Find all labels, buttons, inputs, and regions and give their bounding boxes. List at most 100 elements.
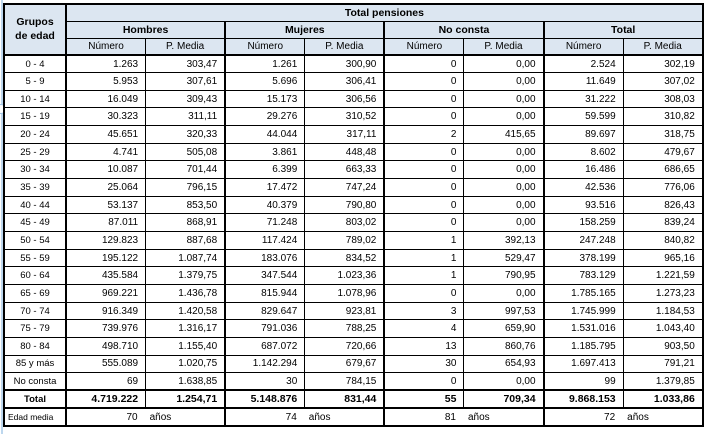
cell: 302,19 bbox=[622, 54, 704, 74]
row-label: No consta bbox=[3, 372, 67, 391]
table-row: 55 - 59 195.122 1.087,74 183.076 834,52 1 529… bbox=[3, 248, 704, 268]
cell: 0 bbox=[383, 284, 465, 303]
table-row: 5 - 9 5.953 307,61 5.696 306,41 0 0,00 11.649 3… bbox=[3, 72, 704, 91]
table-body: 0 - 4 1.263 303,47 1.261 300,90 0 0,00 2.524 30… bbox=[3, 54, 704, 427]
cell: 834,52 bbox=[304, 248, 385, 268]
cell: 392,13 bbox=[463, 231, 545, 250]
row-label: 15 - 19 bbox=[3, 107, 67, 127]
cell: 1.316,17 bbox=[145, 319, 226, 338]
cell: 783.129 bbox=[542, 266, 624, 286]
cell: 4 bbox=[383, 319, 465, 338]
cell: 5.148.876 bbox=[224, 389, 306, 410]
cell: 868,91 bbox=[145, 213, 226, 233]
cell: 853,50 bbox=[145, 195, 226, 215]
row-label: 85 y más bbox=[3, 354, 67, 374]
cell: 555.089 bbox=[65, 354, 147, 374]
cell: 784,15 bbox=[304, 372, 385, 391]
cell: 720,66 bbox=[304, 337, 385, 356]
edad-media-unit: años bbox=[308, 411, 331, 423]
cell: 0,00 bbox=[463, 160, 545, 180]
edad-media-unit: años bbox=[627, 411, 649, 423]
cell: 0 bbox=[383, 213, 465, 233]
cell: 0,00 bbox=[463, 284, 545, 303]
cell: 183.076 bbox=[224, 248, 306, 268]
row-label: 60 - 64 bbox=[3, 266, 67, 286]
cell: 1.221,59 bbox=[622, 266, 704, 286]
cell: 30 bbox=[383, 354, 465, 374]
cell: 6.399 bbox=[224, 160, 306, 180]
cell: 788,25 bbox=[304, 319, 385, 338]
row-label: 50 - 54 bbox=[3, 231, 67, 250]
table-row: 20 - 24 45.651 320,33 44.044 317,11 2 415,65 8… bbox=[3, 125, 704, 144]
cell: 903,50 bbox=[622, 337, 704, 356]
cell: 1 bbox=[383, 231, 465, 250]
row-label: 35 - 39 bbox=[3, 178, 67, 197]
cell: 0,00 bbox=[463, 213, 545, 233]
cell: 306,41 bbox=[304, 72, 385, 91]
cell: 840,82 bbox=[622, 231, 704, 250]
group-header-no-consta: No consta bbox=[383, 20, 545, 39]
subheader-pmedia: P. Media bbox=[463, 37, 545, 56]
cell: 11.649 bbox=[542, 72, 624, 91]
cell: 311,11 bbox=[145, 107, 226, 127]
subheader-pmedia: P. Media bbox=[304, 37, 385, 56]
row-label: 10 - 14 bbox=[3, 89, 67, 109]
cell: 1.785.165 bbox=[542, 284, 624, 303]
cell: 747,24 bbox=[304, 178, 385, 197]
cell: 1.033,86 bbox=[622, 389, 704, 410]
cell: 1.697.413 bbox=[542, 354, 624, 374]
cell: 0,00 bbox=[463, 89, 545, 109]
cell: 791,21 bbox=[622, 354, 704, 374]
cell: 378.199 bbox=[542, 248, 624, 268]
cell: 59.599 bbox=[542, 107, 624, 127]
cell: 308,03 bbox=[622, 89, 704, 109]
cell: 9.868.153 bbox=[542, 389, 624, 410]
cell: 701,44 bbox=[145, 160, 226, 180]
cell: 31.222 bbox=[542, 89, 624, 109]
cell: 663,33 bbox=[304, 160, 385, 180]
table-row: 30 - 34 10.087 701,44 6.399 663,33 0 0,00 16.4… bbox=[3, 160, 704, 180]
cell: 0,00 bbox=[463, 142, 545, 162]
cell: 5.953 bbox=[65, 72, 147, 91]
cell: 307,02 bbox=[622, 72, 704, 91]
cell: 529,47 bbox=[463, 248, 545, 268]
cell: 99 bbox=[542, 372, 624, 391]
cell: 247.248 bbox=[542, 231, 624, 250]
subheader-numero: Número bbox=[542, 37, 624, 56]
cell: 347.544 bbox=[224, 266, 306, 286]
cell: 1.261 bbox=[224, 54, 306, 74]
cell: 0,00 bbox=[463, 107, 545, 127]
cell: 1.379,85 bbox=[622, 372, 704, 391]
corner-header-grupos-de-edad: Grupos de edad bbox=[3, 3, 67, 56]
cell: 17.472 bbox=[224, 178, 306, 197]
cell: 1.638,85 bbox=[145, 372, 226, 391]
subheader-pmedia: P. Media bbox=[145, 37, 226, 56]
table-row: No consta 69 1.638,85 30 784,15 0 0,00 99 1.379… bbox=[3, 372, 704, 391]
cell: 965,16 bbox=[622, 248, 704, 268]
cell: 479,67 bbox=[622, 142, 704, 162]
cell: 0 bbox=[383, 372, 465, 391]
cell: 0,00 bbox=[463, 72, 545, 91]
cell: 654,93 bbox=[463, 354, 545, 374]
cell: 1 bbox=[383, 266, 465, 286]
cell: 307,61 bbox=[145, 72, 226, 91]
cell: 0 bbox=[383, 107, 465, 127]
cell: 796,15 bbox=[145, 178, 226, 197]
cell: 739.976 bbox=[65, 319, 147, 338]
cell: 0,00 bbox=[463, 178, 545, 197]
cell: 1 bbox=[383, 248, 465, 268]
cell: 16.049 bbox=[65, 89, 147, 109]
edad-media-cell: 81 años bbox=[383, 407, 545, 427]
table-title: Total pensiones bbox=[65, 3, 704, 22]
cell: 2 bbox=[383, 125, 465, 144]
cell: 15.173 bbox=[224, 89, 306, 109]
subheader-pmedia: P. Media bbox=[622, 37, 704, 56]
cell: 687.072 bbox=[224, 337, 306, 356]
cell: 0,00 bbox=[463, 372, 545, 391]
cell: 10.087 bbox=[65, 160, 147, 180]
cell: 306,56 bbox=[304, 89, 385, 109]
table-row: 50 - 54 129.823 887,68 117.424 789,02 1 392,1… bbox=[3, 231, 704, 250]
table-row: 45 - 49 87.011 868,91 71.248 803,02 0 0,00 158… bbox=[3, 213, 704, 233]
cell: 789,02 bbox=[304, 231, 385, 250]
row-label: 55 - 59 bbox=[3, 248, 67, 268]
